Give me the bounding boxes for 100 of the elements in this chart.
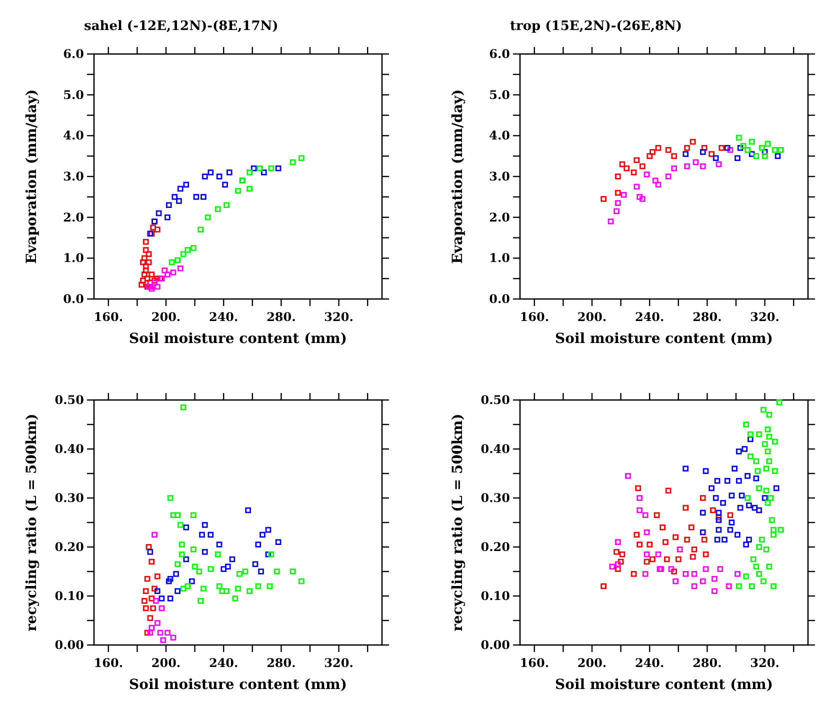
point bbox=[147, 549, 154, 555]
point bbox=[712, 495, 719, 501]
point bbox=[268, 165, 274, 172]
point bbox=[756, 431, 762, 438]
point bbox=[753, 153, 760, 159]
point bbox=[148, 272, 154, 278]
point bbox=[672, 578, 678, 584]
point bbox=[702, 551, 709, 558]
point bbox=[154, 574, 160, 580]
point bbox=[740, 142, 746, 149]
point bbox=[691, 583, 698, 590]
point bbox=[214, 551, 221, 558]
point bbox=[684, 163, 690, 170]
point bbox=[734, 571, 740, 577]
point bbox=[148, 596, 154, 602]
point bbox=[682, 571, 688, 577]
point bbox=[732, 466, 738, 472]
point bbox=[691, 546, 698, 552]
point bbox=[726, 583, 732, 590]
point bbox=[764, 140, 771, 147]
point bbox=[665, 488, 672, 494]
point bbox=[770, 526, 776, 533]
point bbox=[190, 512, 196, 518]
point bbox=[748, 583, 755, 590]
y-tick-label: 0.30 bbox=[480, 491, 510, 505]
point bbox=[759, 536, 765, 543]
point bbox=[754, 468, 760, 474]
point bbox=[225, 564, 231, 570]
point bbox=[246, 588, 252, 594]
point bbox=[716, 161, 722, 168]
point bbox=[728, 492, 735, 498]
point bbox=[138, 282, 144, 288]
point bbox=[167, 596, 174, 602]
point bbox=[142, 588, 149, 594]
point bbox=[261, 170, 267, 176]
y-tick-label: 2.0 bbox=[489, 210, 510, 224]
point bbox=[216, 174, 222, 180]
point bbox=[176, 198, 182, 204]
point bbox=[198, 226, 204, 232]
point bbox=[690, 554, 696, 560]
point bbox=[156, 210, 162, 216]
point bbox=[760, 406, 766, 413]
point bbox=[650, 556, 656, 562]
point bbox=[676, 556, 682, 562]
point bbox=[214, 206, 221, 212]
x-tick-label: 320. bbox=[750, 656, 780, 670]
chart-title: sahel (-12E,12N)-(8E,17N) bbox=[84, 19, 278, 34]
point bbox=[219, 588, 226, 594]
y-tick-label: 4.0 bbox=[489, 128, 510, 143]
point bbox=[189, 578, 195, 584]
point bbox=[700, 529, 706, 536]
point bbox=[235, 586, 241, 592]
point bbox=[290, 568, 296, 574]
point bbox=[746, 502, 752, 508]
point bbox=[242, 568, 248, 574]
point bbox=[688, 524, 694, 530]
point bbox=[655, 551, 662, 558]
point bbox=[190, 546, 196, 552]
point bbox=[183, 524, 190, 530]
point bbox=[716, 514, 722, 520]
point bbox=[147, 630, 154, 636]
point bbox=[760, 578, 766, 584]
point bbox=[665, 174, 672, 180]
point bbox=[728, 520, 735, 526]
point bbox=[192, 564, 198, 570]
point bbox=[772, 147, 778, 153]
point bbox=[235, 188, 241, 194]
point bbox=[769, 517, 775, 523]
x-tick-label: 160. bbox=[94, 656, 124, 670]
point bbox=[174, 257, 180, 264]
point bbox=[196, 568, 202, 574]
point bbox=[618, 558, 624, 565]
x-tick-label: 320. bbox=[750, 310, 780, 324]
y-tick-label: 0.00 bbox=[54, 638, 84, 652]
point bbox=[615, 566, 621, 572]
point bbox=[148, 558, 154, 565]
point bbox=[727, 147, 734, 153]
point bbox=[668, 566, 674, 572]
point bbox=[764, 426, 771, 432]
point bbox=[737, 145, 744, 151]
point bbox=[615, 539, 621, 545]
point bbox=[208, 170, 214, 176]
y-tick-label: 2.0 bbox=[63, 210, 84, 224]
point bbox=[183, 556, 190, 562]
point bbox=[619, 551, 626, 558]
point bbox=[298, 578, 304, 584]
point bbox=[752, 504, 758, 511]
point bbox=[170, 270, 176, 276]
x-axis-title: Soil moisture content (mm) bbox=[129, 677, 347, 693]
point bbox=[690, 138, 696, 145]
point bbox=[770, 532, 776, 538]
point bbox=[202, 174, 208, 180]
point bbox=[646, 542, 652, 548]
point bbox=[700, 163, 706, 170]
point bbox=[265, 526, 272, 533]
point bbox=[625, 473, 631, 479]
point bbox=[776, 400, 782, 406]
point bbox=[642, 512, 648, 518]
point bbox=[624, 165, 630, 172]
point bbox=[154, 226, 160, 232]
